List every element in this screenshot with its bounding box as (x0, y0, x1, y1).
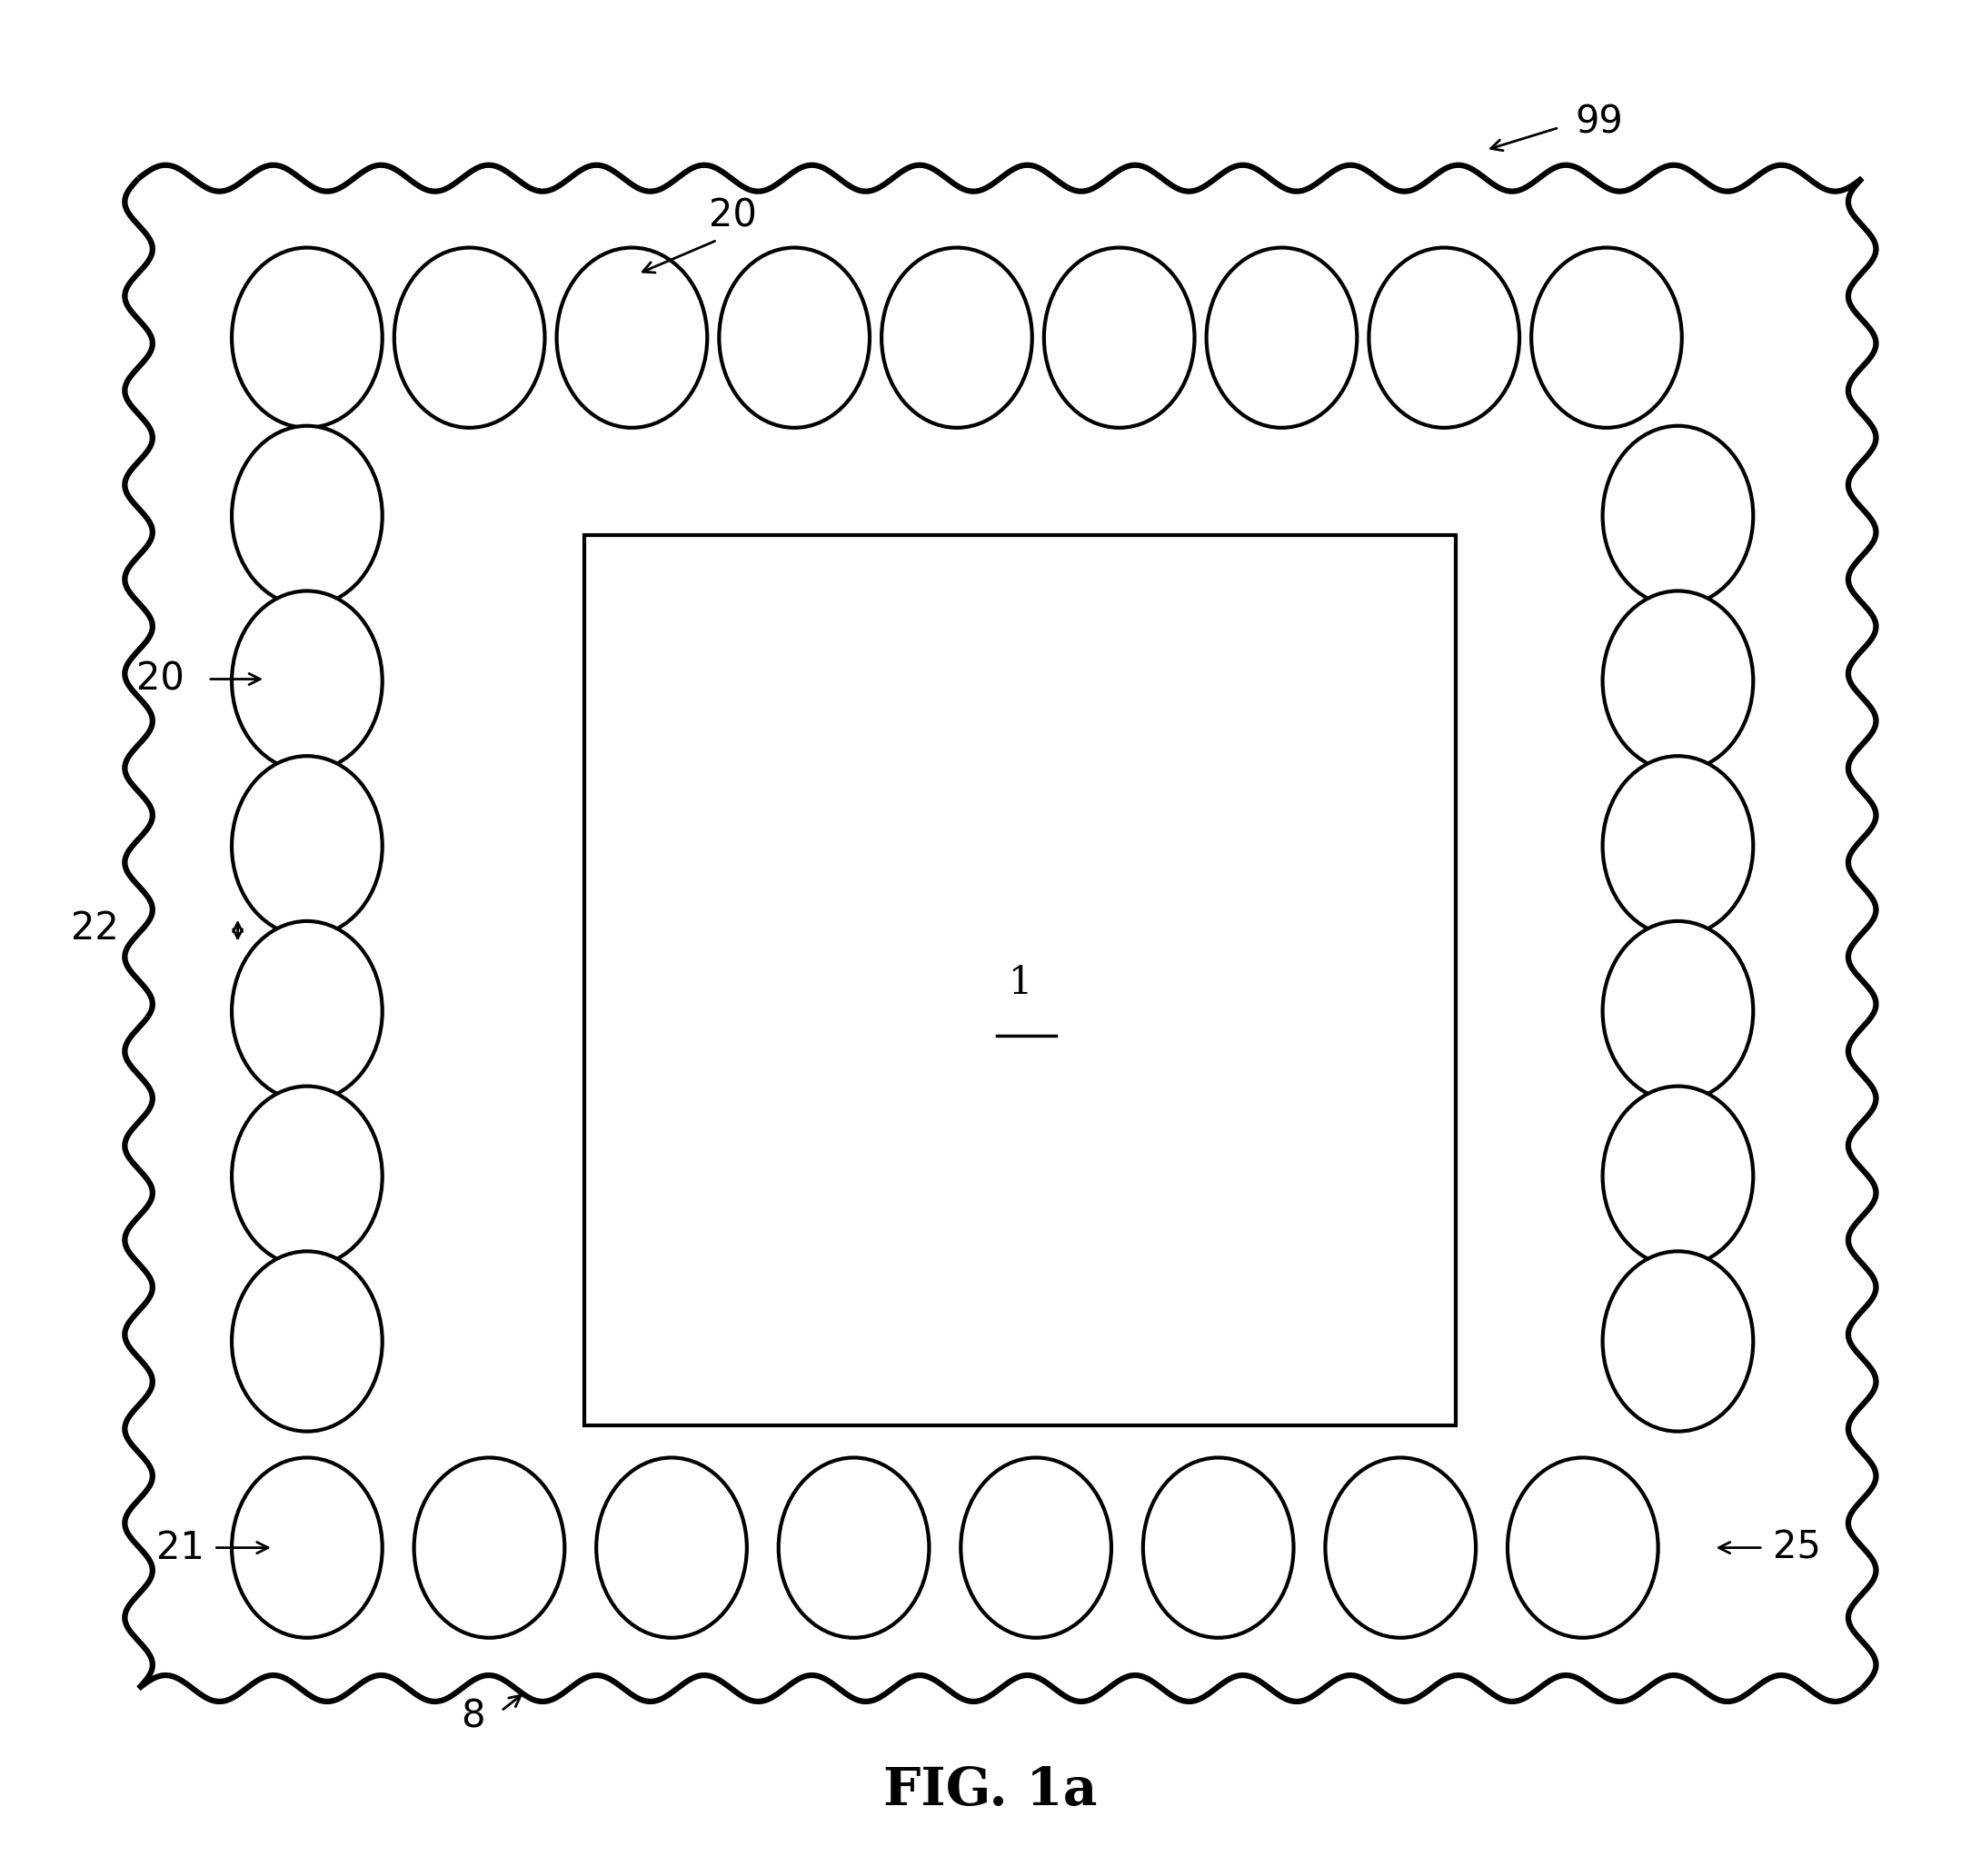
Ellipse shape (232, 1086, 382, 1266)
Text: 20: 20 (709, 197, 757, 234)
Ellipse shape (232, 1251, 382, 1431)
Ellipse shape (232, 426, 382, 606)
Text: 22: 22 (71, 910, 119, 947)
Ellipse shape (232, 591, 382, 771)
Ellipse shape (1206, 248, 1357, 428)
Ellipse shape (232, 756, 382, 936)
Text: 21: 21 (156, 1529, 204, 1566)
Text: 1: 1 (1008, 964, 1032, 1002)
Ellipse shape (557, 248, 707, 428)
Text: FIG. 1a: FIG. 1a (884, 1765, 1097, 1816)
Ellipse shape (719, 248, 870, 428)
Ellipse shape (1143, 1458, 1294, 1638)
Ellipse shape (779, 1458, 929, 1638)
Ellipse shape (1603, 1251, 1753, 1431)
Ellipse shape (232, 921, 382, 1101)
Bar (584, 535, 1456, 1426)
Ellipse shape (232, 1458, 382, 1638)
Ellipse shape (414, 1458, 565, 1638)
Ellipse shape (1044, 248, 1195, 428)
Ellipse shape (1325, 1458, 1476, 1638)
Ellipse shape (882, 248, 1032, 428)
Ellipse shape (1531, 248, 1682, 428)
Ellipse shape (1508, 1458, 1658, 1638)
Ellipse shape (394, 248, 545, 428)
Ellipse shape (1603, 756, 1753, 936)
Ellipse shape (232, 248, 382, 428)
Ellipse shape (961, 1458, 1111, 1638)
Ellipse shape (1603, 1086, 1753, 1266)
Ellipse shape (1369, 248, 1519, 428)
Text: 99: 99 (1575, 103, 1622, 141)
Ellipse shape (596, 1458, 747, 1638)
Text: 20: 20 (137, 660, 184, 698)
Text: 25: 25 (1773, 1529, 1821, 1566)
Ellipse shape (1603, 591, 1753, 771)
Ellipse shape (1603, 921, 1753, 1101)
Text: 8: 8 (462, 1698, 485, 1735)
Ellipse shape (1603, 426, 1753, 606)
